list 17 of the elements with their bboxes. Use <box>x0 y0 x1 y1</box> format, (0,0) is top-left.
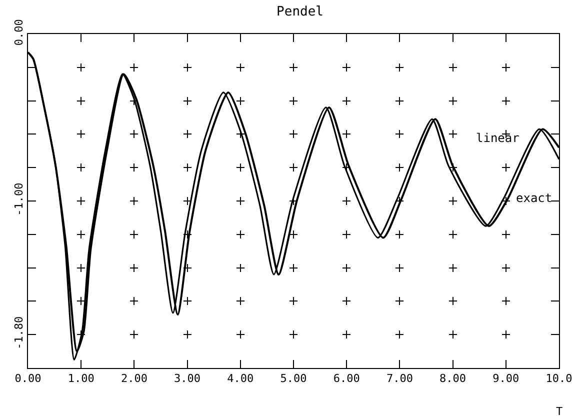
x-tick-label: 9.00 <box>492 372 520 386</box>
x-tick-label: 2.00 <box>120 372 148 386</box>
x-tick-label: 10.0 <box>546 372 572 386</box>
y-tick-label: -1.00 <box>12 182 26 216</box>
y-tick-label: -1.80 <box>12 316 26 350</box>
x-tick-label: 6.00 <box>333 372 360 386</box>
x-tick-label: 5.00 <box>280 372 307 386</box>
x-tick-label: 1.00 <box>68 372 94 386</box>
x-axis-title: T <box>556 405 563 416</box>
series-label: linear <box>476 131 520 145</box>
x-tick-label: 8.00 <box>440 372 466 386</box>
x-tick-label: 7.00 <box>386 372 413 386</box>
y-tick-label: 0.00 <box>12 19 26 46</box>
legend-label: exact <box>516 191 552 205</box>
x-tick-label: 3.00 <box>174 372 201 386</box>
chart-title: Pendel <box>276 4 324 20</box>
x-tick-label: 4.00 <box>227 372 254 386</box>
